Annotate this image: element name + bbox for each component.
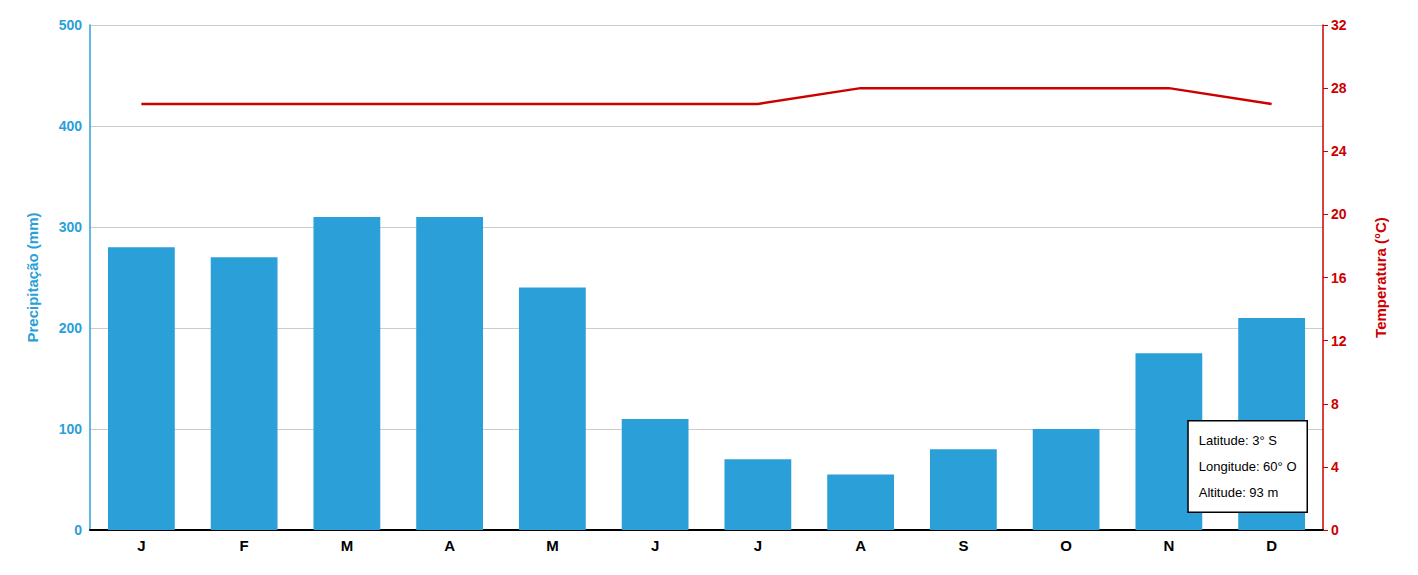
svg-text:12: 12 [1331,333,1347,349]
svg-text:M: M [546,537,559,554]
svg-text:16: 16 [1331,270,1347,286]
svg-text:Latitude: 3° S: Latitude: 3° S [1199,433,1278,448]
svg-text:A: A [444,537,455,554]
svg-text:0: 0 [1331,522,1339,538]
svg-text:J: J [651,537,659,554]
svg-text:J: J [137,537,145,554]
svg-text:Precipitação (mm): Precipitação (mm) [24,212,41,342]
svg-text:D: D [1266,537,1277,554]
svg-text:100: 100 [59,421,83,437]
svg-text:J: J [754,537,762,554]
svg-text:20: 20 [1331,206,1347,222]
svg-text:Longitude: 60° O: Longitude: 60° O [1199,459,1297,474]
svg-text:28: 28 [1331,80,1347,96]
svg-text:S: S [958,537,968,554]
svg-text:Temperatura (°C): Temperatura (°C) [1372,217,1389,338]
svg-text:Altitude: 93 m: Altitude: 93 m [1199,485,1279,500]
svg-text:F: F [240,537,249,554]
svg-text:4: 4 [1331,459,1339,475]
svg-text:A: A [855,537,866,554]
svg-text:0: 0 [74,522,82,538]
svg-text:N: N [1163,537,1174,554]
svg-text:8: 8 [1331,396,1339,412]
svg-text:500: 500 [59,17,83,33]
svg-text:O: O [1060,537,1072,554]
svg-text:24: 24 [1331,143,1347,159]
svg-text:32: 32 [1331,17,1347,33]
svg-text:300: 300 [59,219,83,235]
svg-text:M: M [341,537,354,554]
svg-text:400: 400 [59,118,83,134]
svg-text:200: 200 [59,320,83,336]
